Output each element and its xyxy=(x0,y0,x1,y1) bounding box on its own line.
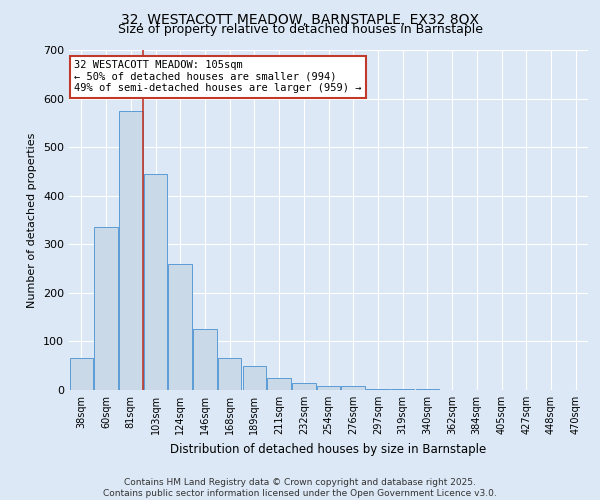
Bar xyxy=(169,264,192,390)
Y-axis label: Number of detached properties: Number of detached properties xyxy=(28,132,37,308)
Bar xyxy=(268,378,291,390)
Bar xyxy=(70,358,93,390)
Text: 32 WESTACOTT MEADOW: 105sqm
← 50% of detached houses are smaller (994)
49% of se: 32 WESTACOTT MEADOW: 105sqm ← 50% of det… xyxy=(74,60,362,94)
Bar xyxy=(416,389,439,390)
Bar xyxy=(292,382,316,390)
Text: Contains HM Land Registry data © Crown copyright and database right 2025.
Contai: Contains HM Land Registry data © Crown c… xyxy=(103,478,497,498)
Bar xyxy=(341,386,365,390)
Bar xyxy=(94,228,118,390)
Bar xyxy=(193,330,217,390)
Bar xyxy=(119,110,143,390)
Bar xyxy=(317,386,340,390)
Bar xyxy=(144,174,167,390)
X-axis label: Distribution of detached houses by size in Barnstaple: Distribution of detached houses by size … xyxy=(170,442,487,456)
Text: Size of property relative to detached houses in Barnstaple: Size of property relative to detached ho… xyxy=(118,22,482,36)
Bar xyxy=(218,358,241,390)
Text: 32, WESTACOTT MEADOW, BARNSTAPLE, EX32 8QX: 32, WESTACOTT MEADOW, BARNSTAPLE, EX32 8… xyxy=(121,12,479,26)
Bar xyxy=(366,389,389,390)
Bar xyxy=(391,389,415,390)
Bar xyxy=(242,366,266,390)
